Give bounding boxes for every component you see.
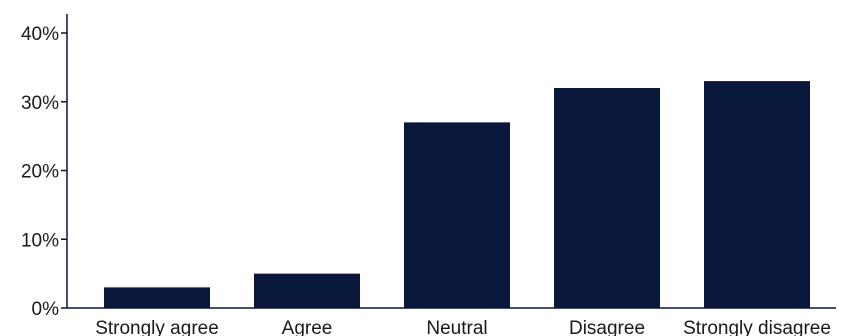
x-tick-label: Strongly disagree: [683, 318, 831, 336]
y-tick-label: 10%: [21, 230, 59, 251]
x-tick-label: Neutral: [426, 318, 487, 336]
y-axis: 0% 10% 20% 30% 40%: [21, 14, 68, 320]
bar: [104, 287, 210, 308]
y-tick-label: 40%: [21, 24, 59, 45]
bar: [254, 273, 360, 308]
y-tick-label: 0%: [32, 299, 60, 320]
bars: [104, 81, 810, 308]
x-tick-label: Disagree: [569, 318, 645, 336]
x-axis: Strongly agree Agree Neutral Disagree Strong…: [67, 307, 836, 336]
x-tick-label: Strongly agree: [95, 318, 219, 336]
bar: [704, 81, 810, 308]
y-tick-label: 30%: [21, 93, 59, 114]
x-tick-label: Agree: [282, 318, 333, 336]
bar: [554, 88, 660, 308]
bar: [404, 122, 510, 308]
y-tick-label: 20%: [21, 162, 59, 183]
